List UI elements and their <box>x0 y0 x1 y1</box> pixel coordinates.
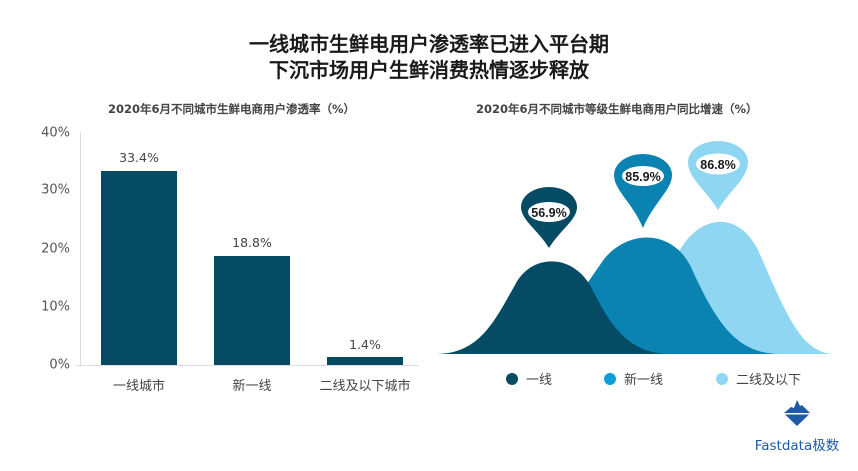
bar-value-label: 18.8% <box>232 235 272 250</box>
legend-item-new-tier1: 新一线 <box>604 369 663 388</box>
pin-value-tier1: 56.9% <box>531 206 566 220</box>
y-tick: 30% <box>41 182 70 198</box>
legend-label: 新一线 <box>624 373 664 388</box>
bar-tier2-below <box>327 357 403 365</box>
brand-logo: Fastdata极数 <box>752 398 842 454</box>
bar-value-label: 1.4% <box>349 337 381 352</box>
legend-dot-icon <box>506 372 518 385</box>
y-tick: 40% <box>41 125 70 141</box>
mountain-tier1 <box>436 261 670 354</box>
page-title-line1: 一线城市生鲜电用户渗透率已进入平台期 <box>249 32 609 56</box>
legend-label: 一线 <box>526 373 553 388</box>
pin-value-new-tier1: 85.9% <box>625 170 660 184</box>
y-axis-line <box>80 132 81 365</box>
left-chart-subtitle: 2020年6月不同城市生鲜电商用户渗透率（%） <box>108 102 356 116</box>
legend-label: 二线及以下 <box>736 373 802 388</box>
bar-value-label: 33.4% <box>119 150 159 165</box>
y-tick: 20% <box>41 241 70 257</box>
y-tick: 10% <box>41 299 70 315</box>
legend-item-tier1: 一线 <box>506 369 552 388</box>
legend-dot-icon <box>716 372 728 385</box>
right-chart-subtitle: 2020年6月不同城市等级生鲜电商用户同比增速（%） <box>476 102 758 116</box>
legend-item-tier2-below: 二线及以下 <box>716 369 801 388</box>
bar-new-tier1 <box>214 256 290 365</box>
pin-value-tier2-below: 86.8% <box>700 158 735 172</box>
pin-marker-tier1 <box>521 187 577 248</box>
x-category-label: 二线及以下城市 <box>319 379 411 394</box>
x-category-label: 新一线 <box>232 379 272 394</box>
pin-marker-new-tier1 <box>614 154 672 228</box>
iceberg-icon <box>783 400 811 426</box>
bar-tier1 <box>101 171 177 365</box>
x-category-label: 一线城市 <box>112 379 165 394</box>
x-axis-line <box>76 365 418 366</box>
pin-marker-tier2-below <box>688 141 748 210</box>
legend-dot-icon <box>604 372 616 385</box>
page-title-line2: 下沉市场用户生鲜消费热情逐步释放 <box>269 58 589 82</box>
brand-name: Fastdata极数 <box>754 438 840 454</box>
y-tick: 0% <box>49 357 70 373</box>
